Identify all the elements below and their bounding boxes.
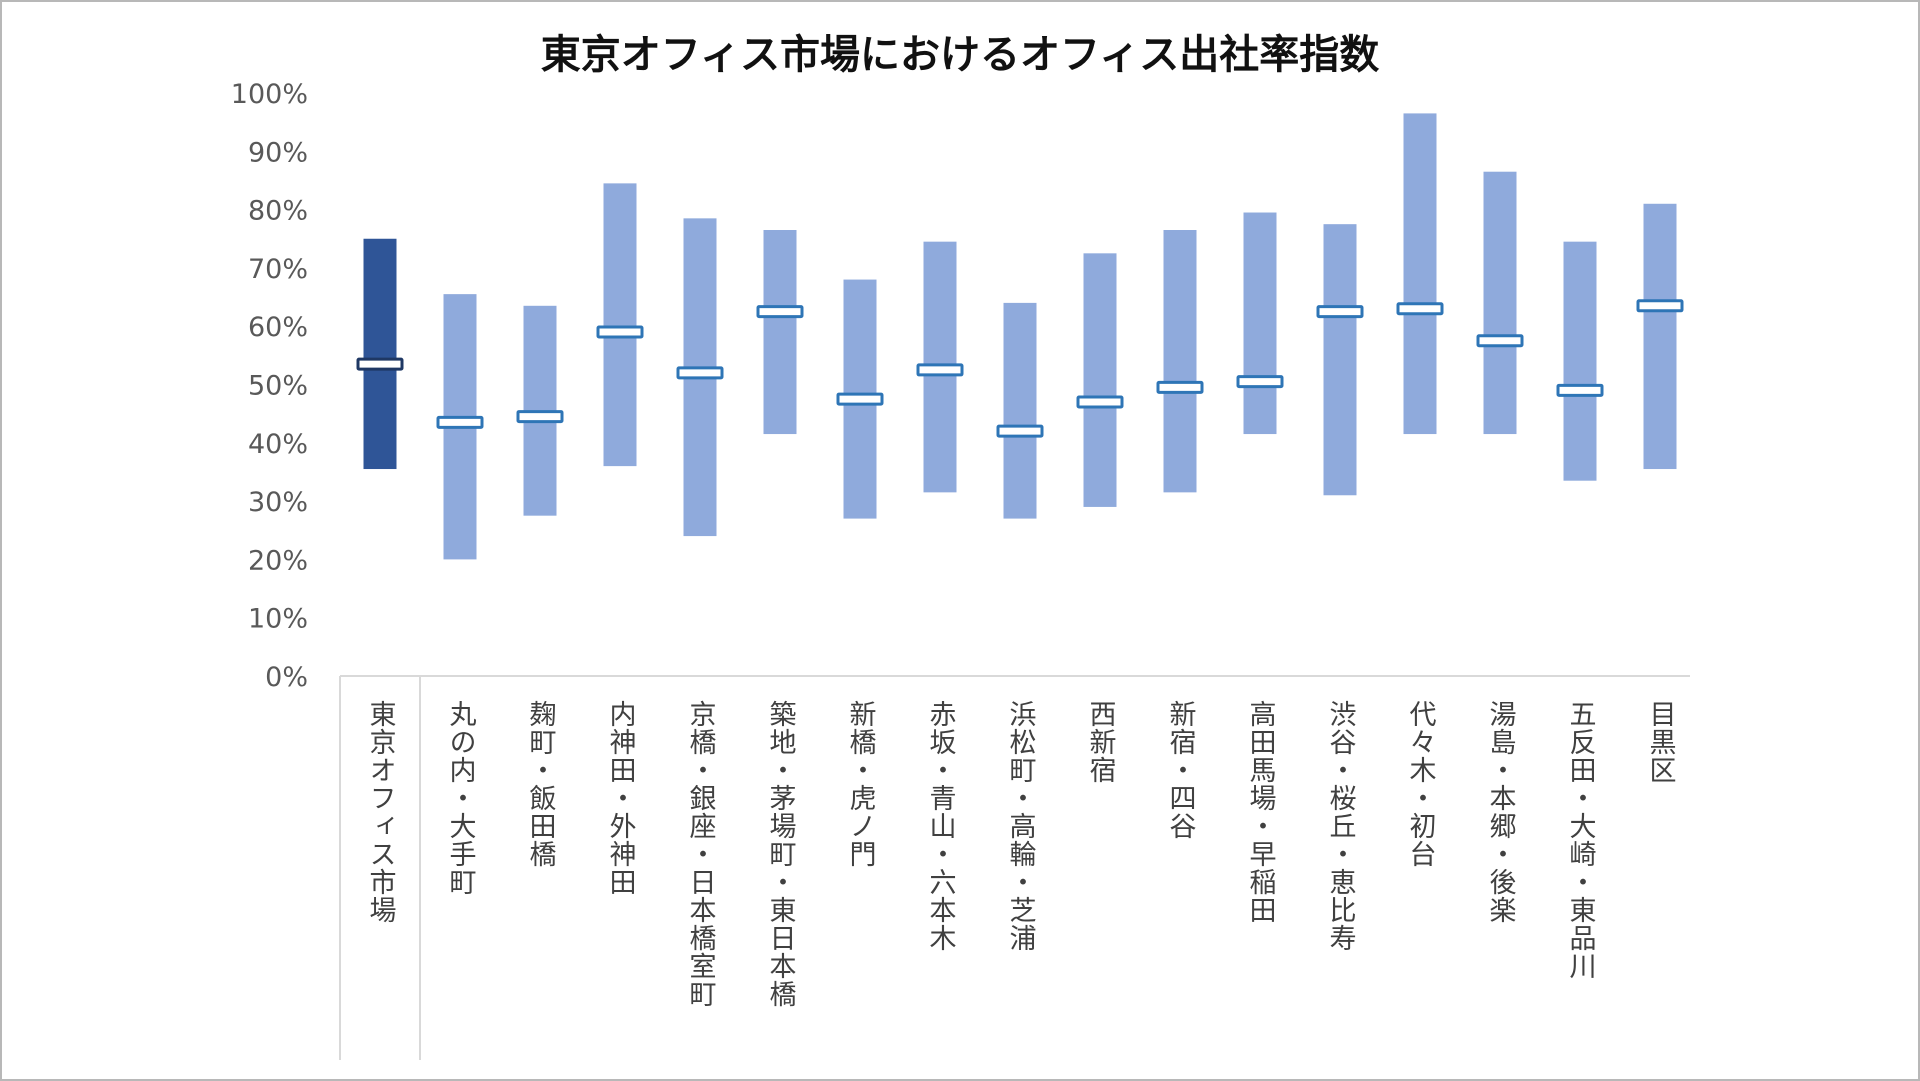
x-tick-label: 浜松町・高輪・芝浦 (1004, 700, 1036, 952)
range-bar (363, 238, 397, 470)
x-tick-label: 京橋・銀座・日本橋室町 (684, 700, 716, 1008)
median-marker (1556, 383, 1604, 397)
x-tick-label: 渋谷・桜丘・恵比寿 (1324, 700, 1356, 952)
range-bar (1083, 253, 1117, 507)
y-tick-label: 90% (248, 137, 308, 168)
x-tick-label: 築地・茅場町・東日本橋 (764, 700, 796, 1008)
median-marker (756, 305, 804, 319)
range-bar (1563, 241, 1597, 481)
median-marker (916, 363, 964, 377)
range-bar (1643, 203, 1677, 470)
median-marker (1396, 302, 1444, 316)
y-tick-label: 10% (248, 604, 308, 635)
x-tick-label: 新橋・虎ノ門 (844, 700, 876, 868)
y-tick-label: 0% (265, 662, 308, 693)
median-marker (516, 410, 564, 424)
median-marker (1076, 395, 1124, 409)
range-bar (1403, 113, 1437, 435)
range-bar (1163, 230, 1197, 493)
y-tick-label: 80% (248, 196, 308, 227)
median-marker (836, 392, 884, 406)
median-marker (596, 325, 644, 339)
y-tick-label: 50% (248, 371, 308, 402)
chart-title: 東京オフィス市場におけるオフィス出社率指数 (540, 32, 1380, 78)
y-tick-label: 70% (248, 254, 308, 285)
range-bar (1483, 171, 1517, 435)
x-tick-label: 湯島・本郷・後楽 (1484, 700, 1516, 924)
median-marker (436, 415, 484, 429)
x-tick-label: 西新宿 (1084, 700, 1116, 784)
range-bar (1243, 212, 1277, 435)
x-tick-label: 麹町・飯田橋 (524, 700, 556, 868)
median-marker (1316, 305, 1364, 319)
range-bar (603, 183, 637, 467)
range-bar (1003, 302, 1037, 519)
median-marker (1636, 299, 1684, 313)
median-marker (1156, 380, 1204, 394)
x-tick-label: 目黒区 (1644, 700, 1676, 784)
x-tick-label: 新宿・四谷 (1164, 700, 1196, 840)
x-tick-label: 内神田・外神田 (604, 700, 636, 896)
y-tick-label: 40% (248, 429, 308, 460)
y-tick-label: 60% (248, 312, 308, 343)
median-marker (996, 424, 1044, 438)
y-tick-label: 20% (248, 545, 308, 576)
y-tick-label: 100% (231, 79, 308, 110)
x-tick-label: 東京オフィス市場 (364, 700, 396, 924)
y-tick-label: 30% (248, 487, 308, 518)
x-tick-label: 丸の内・大手町 (444, 700, 476, 896)
range-bar (1323, 224, 1357, 496)
median-marker (676, 366, 724, 380)
x-tick-label: 高田馬場・早稲田 (1244, 700, 1276, 924)
median-marker (1476, 334, 1524, 348)
median-marker (356, 357, 404, 371)
x-tick-label: 代々木・初台 (1404, 700, 1436, 868)
x-tick-label: 五反田・大崎・東品川 (1564, 700, 1596, 980)
range-bar (763, 230, 797, 435)
x-tick-label: 赤坂・青山・六本木 (924, 700, 956, 952)
median-marker (1236, 375, 1284, 389)
